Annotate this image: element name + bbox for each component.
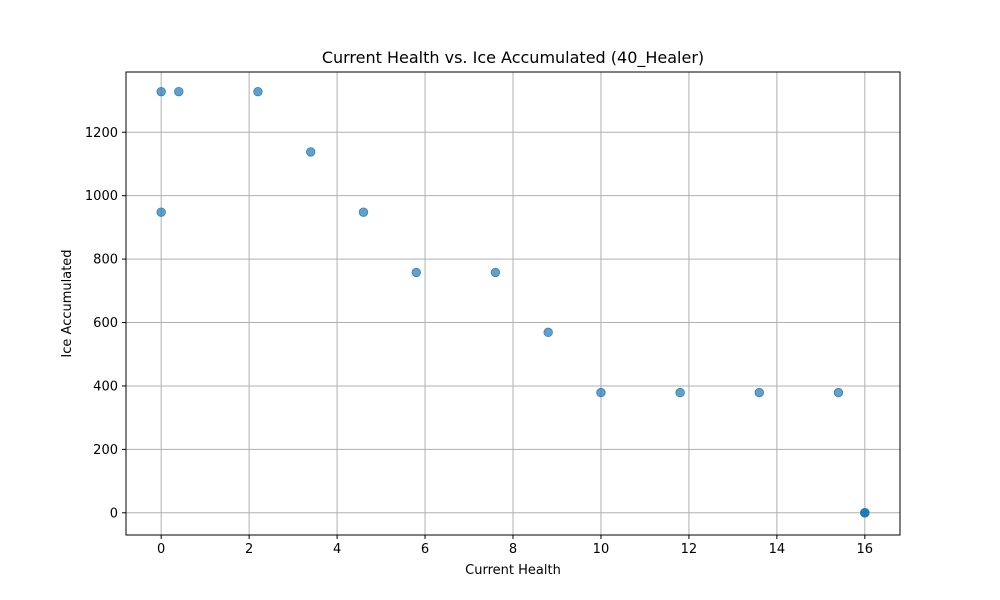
scatter-point [411,267,421,278]
ticks-layer: 0 2 4 6 8 10 12 14 16 0 200 400 600 800 1000 1200 [85,126,873,557]
y-tick-label: 1000 [85,189,118,204]
scatter-point [490,267,501,278]
x-tick-label: 12 [681,542,698,557]
chart-title: Current Health vs. Ice Accumulated (40_H… [322,48,704,68]
grid-layer [126,72,900,535]
scatter-point [174,86,184,97]
scatter-point [306,147,316,157]
x-tick-label: 2 [245,542,253,557]
scatter-point [675,387,685,398]
y-tick-label: 800 [93,253,118,268]
x-tick-label: 0 [157,542,165,557]
scatter-point [156,207,166,217]
y-tick-label: 0 [110,506,118,521]
x-tick-label: 4 [333,542,341,557]
x-axis-title: Current Health [465,563,561,578]
x-tick-label: 16 [857,542,874,557]
x-tick-label: 10 [593,542,610,557]
scatter-point [358,207,369,217]
scatter-point [543,327,553,338]
scatter-point [754,387,764,398]
x-tick-label: 14 [769,542,786,557]
scatter-point [596,387,606,398]
scatter-point [253,86,263,97]
y-tick-label: 400 [93,379,118,394]
x-tick-label: 8 [509,542,517,557]
y-tick-label: 200 [93,443,118,458]
scatter-point [833,387,844,398]
y-tick-label: 1200 [85,126,118,141]
y-tick-label: 600 [93,316,118,331]
scatter-point [860,508,870,518]
x-tick-label: 6 [421,542,429,557]
scatter-point [156,86,166,97]
y-axis-title: Ice Accumulated [60,249,75,357]
points-layer [156,86,870,518]
